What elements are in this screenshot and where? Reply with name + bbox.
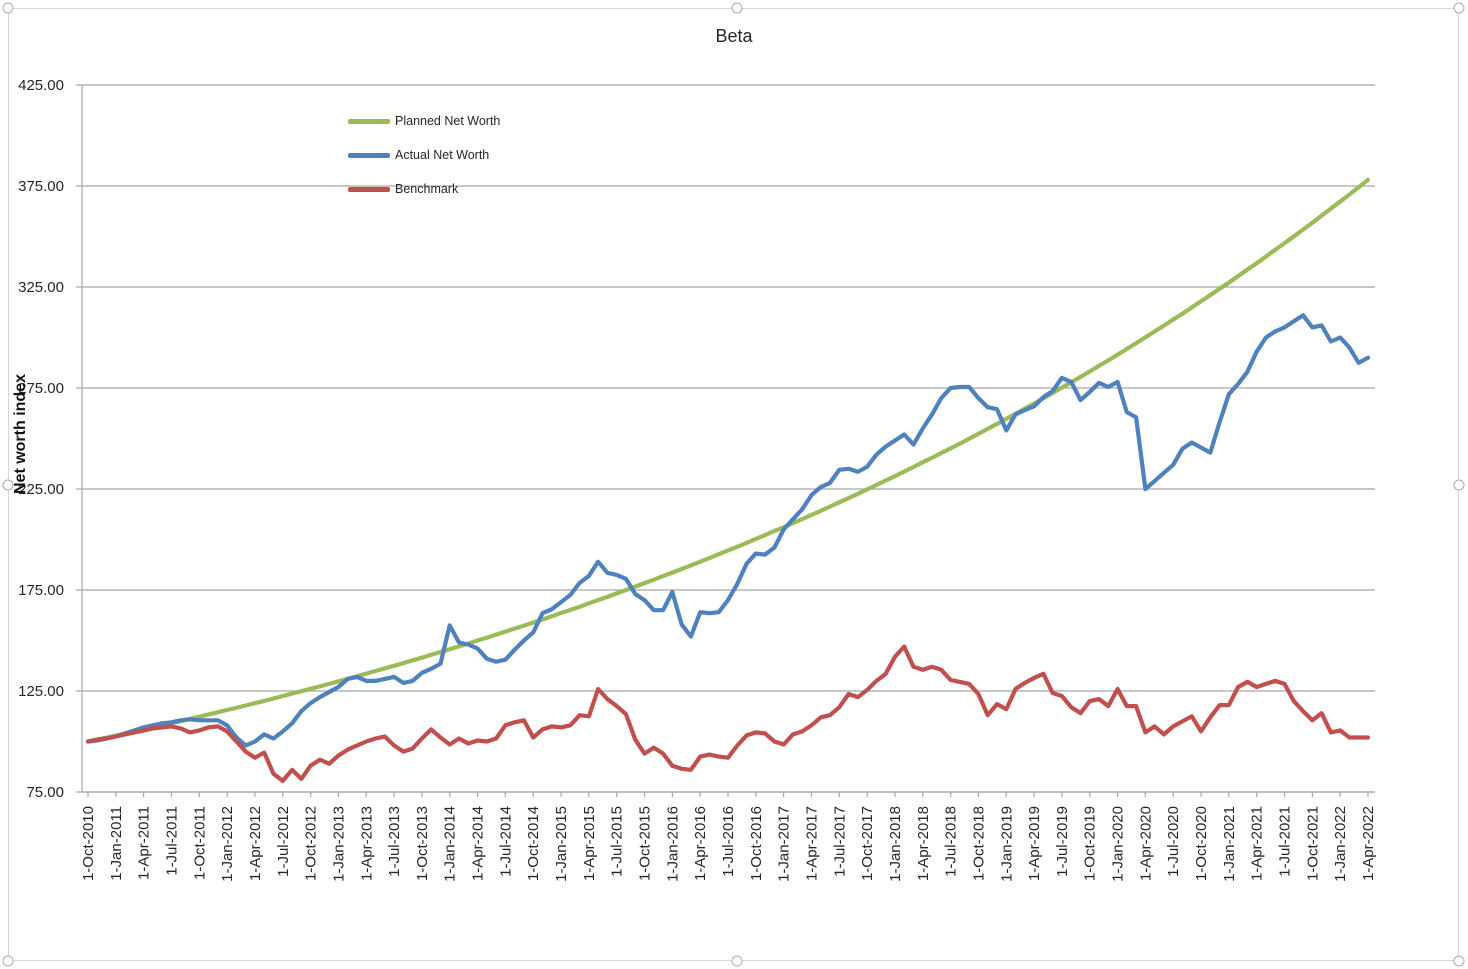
x-tick-label: 1-Apr-2011 — [136, 806, 153, 880]
x-tick-label: 1-Jan-2022 — [1332, 806, 1349, 882]
legend-label: Benchmark — [395, 182, 459, 196]
x-tick-label: 1-Apr-2013 — [358, 806, 375, 881]
y-tick-label: 175.00 — [18, 582, 64, 599]
x-tick-label: 1-Jan-2021 — [1221, 806, 1238, 882]
x-tick-label: 1-Jan-2015 — [553, 806, 570, 882]
x-tick-label: 1-Jul-2021 — [1277, 806, 1294, 877]
legend-label: Planned Net Worth — [395, 114, 501, 128]
selection-handle-left-middle[interactable] — [2, 479, 14, 491]
legend-item-planned-net-worth[interactable]: Planned Net Worth — [348, 104, 500, 138]
x-tick-label: 1-Jul-2016 — [720, 806, 737, 877]
x-tick-label: 1-Jul-2013 — [386, 806, 403, 877]
x-tick-label: 1-Jul-2012 — [275, 806, 292, 877]
x-tick-label: 1-Jul-2017 — [831, 806, 848, 877]
legend-label: Actual Net Worth — [395, 148, 490, 162]
selection-handle-bottom-center[interactable] — [731, 955, 743, 967]
x-tick-label: 1-Apr-2012 — [247, 806, 264, 881]
x-tick-label: 1-Jan-2020 — [1110, 806, 1127, 882]
x-tick-label: 1-Oct-2012 — [303, 806, 320, 881]
x-tick-label: 1-Jan-2013 — [330, 806, 347, 882]
x-tick-label: 1-Jul-2011 — [163, 806, 180, 876]
x-tick-label: 1-Oct-2017 — [859, 806, 876, 881]
series-actual-net-worth[interactable] — [85, 313, 1371, 748]
y-tick-label: 325.00 — [18, 279, 64, 296]
x-tick-label: 1-Oct-2014 — [525, 806, 542, 881]
x-tick-label: 1-Jul-2015 — [609, 806, 626, 877]
legend-swatch-benchmark — [348, 186, 390, 192]
x-tick-label: 1-Apr-2017 — [803, 806, 820, 881]
selection-handle-bottom-left[interactable] — [2, 955, 14, 967]
legend-swatch-planned-net-worth — [348, 118, 390, 124]
x-tick-label: 1-Jul-2019 — [1054, 806, 1071, 877]
x-tick-label: 1-Jan-2018 — [887, 806, 904, 882]
y-tick-label: 75.00 — [26, 784, 64, 801]
series-planned-net-worth[interactable] — [85, 177, 1371, 744]
selection-handle-bottom-right[interactable] — [1453, 955, 1465, 967]
x-tick-label: 1-Oct-2013 — [414, 806, 431, 881]
x-tick-label: 1-Jan-2014 — [442, 806, 459, 882]
x-tick-label: 1-Apr-2015 — [581, 806, 598, 881]
y-tick-label: 375.00 — [18, 178, 64, 195]
x-tick-label: 1-Apr-2016 — [692, 806, 709, 881]
x-tick-label: 1-Jul-2020 — [1165, 806, 1182, 877]
x-tick-label: 1-Oct-2020 — [1193, 806, 1210, 881]
x-tick-label: 1-Jan-2019 — [998, 806, 1015, 882]
y-tick-label: 125.00 — [18, 683, 64, 700]
selection-handle-right-middle[interactable] — [1453, 479, 1465, 491]
x-tick-label: 1-Jul-2018 — [943, 806, 960, 877]
x-tick-label: 1-Oct-2021 — [1304, 806, 1321, 881]
chart-legend[interactable]: Planned Net Worth Actual Net Worth Bench… — [348, 104, 500, 206]
x-tick-label: 1-Apr-2021 — [1249, 806, 1266, 881]
x-tick-label: 1-Oct-2016 — [748, 806, 765, 881]
x-tick-label: 1-Apr-2019 — [1026, 806, 1043, 881]
x-tick-label: 1-Jan-2016 — [664, 806, 681, 882]
x-tick-label: 1-Jan-2012 — [219, 806, 236, 882]
x-tick-label: 1-Apr-2018 — [915, 806, 932, 881]
selection-handle-top-right[interactable] — [1453, 2, 1465, 14]
x-tick-label: 1-Oct-2010 — [80, 806, 97, 881]
x-tick-label: 1-Oct-2011 — [191, 806, 208, 880]
x-tick-label: 1-Jan-2017 — [776, 806, 793, 882]
chart-title[interactable]: Beta — [715, 26, 753, 46]
selection-handle-top-center[interactable] — [731, 2, 743, 14]
x-tick-label: 1-Oct-2015 — [637, 806, 654, 881]
x-tick-label: 1-Oct-2019 — [1082, 806, 1099, 881]
x-tick-label: 1-Jan-2011 — [108, 806, 125, 881]
series-benchmark[interactable] — [85, 644, 1371, 784]
x-tick-label: 1-Oct-2018 — [970, 806, 987, 881]
selection-handle-top-left[interactable] — [2, 2, 14, 14]
y-tick-label: 275.00 — [18, 380, 64, 397]
x-tick-label: 1-Apr-2020 — [1137, 806, 1154, 881]
y-tick-label: 225.00 — [18, 481, 64, 498]
x-tick-label: 1-Apr-2022 — [1360, 806, 1377, 881]
x-tick-label: 1-Jul-2014 — [497, 806, 514, 877]
legend-swatch-actual-net-worth — [348, 152, 390, 158]
y-tick-label: 425.00 — [18, 77, 64, 94]
x-tick-label: 1-Apr-2014 — [470, 806, 487, 881]
legend-item-actual-net-worth[interactable]: Actual Net Worth — [348, 138, 500, 172]
y-axis-title[interactable]: Net worth index — [12, 373, 29, 495]
legend-item-benchmark[interactable]: Benchmark — [348, 172, 500, 206]
